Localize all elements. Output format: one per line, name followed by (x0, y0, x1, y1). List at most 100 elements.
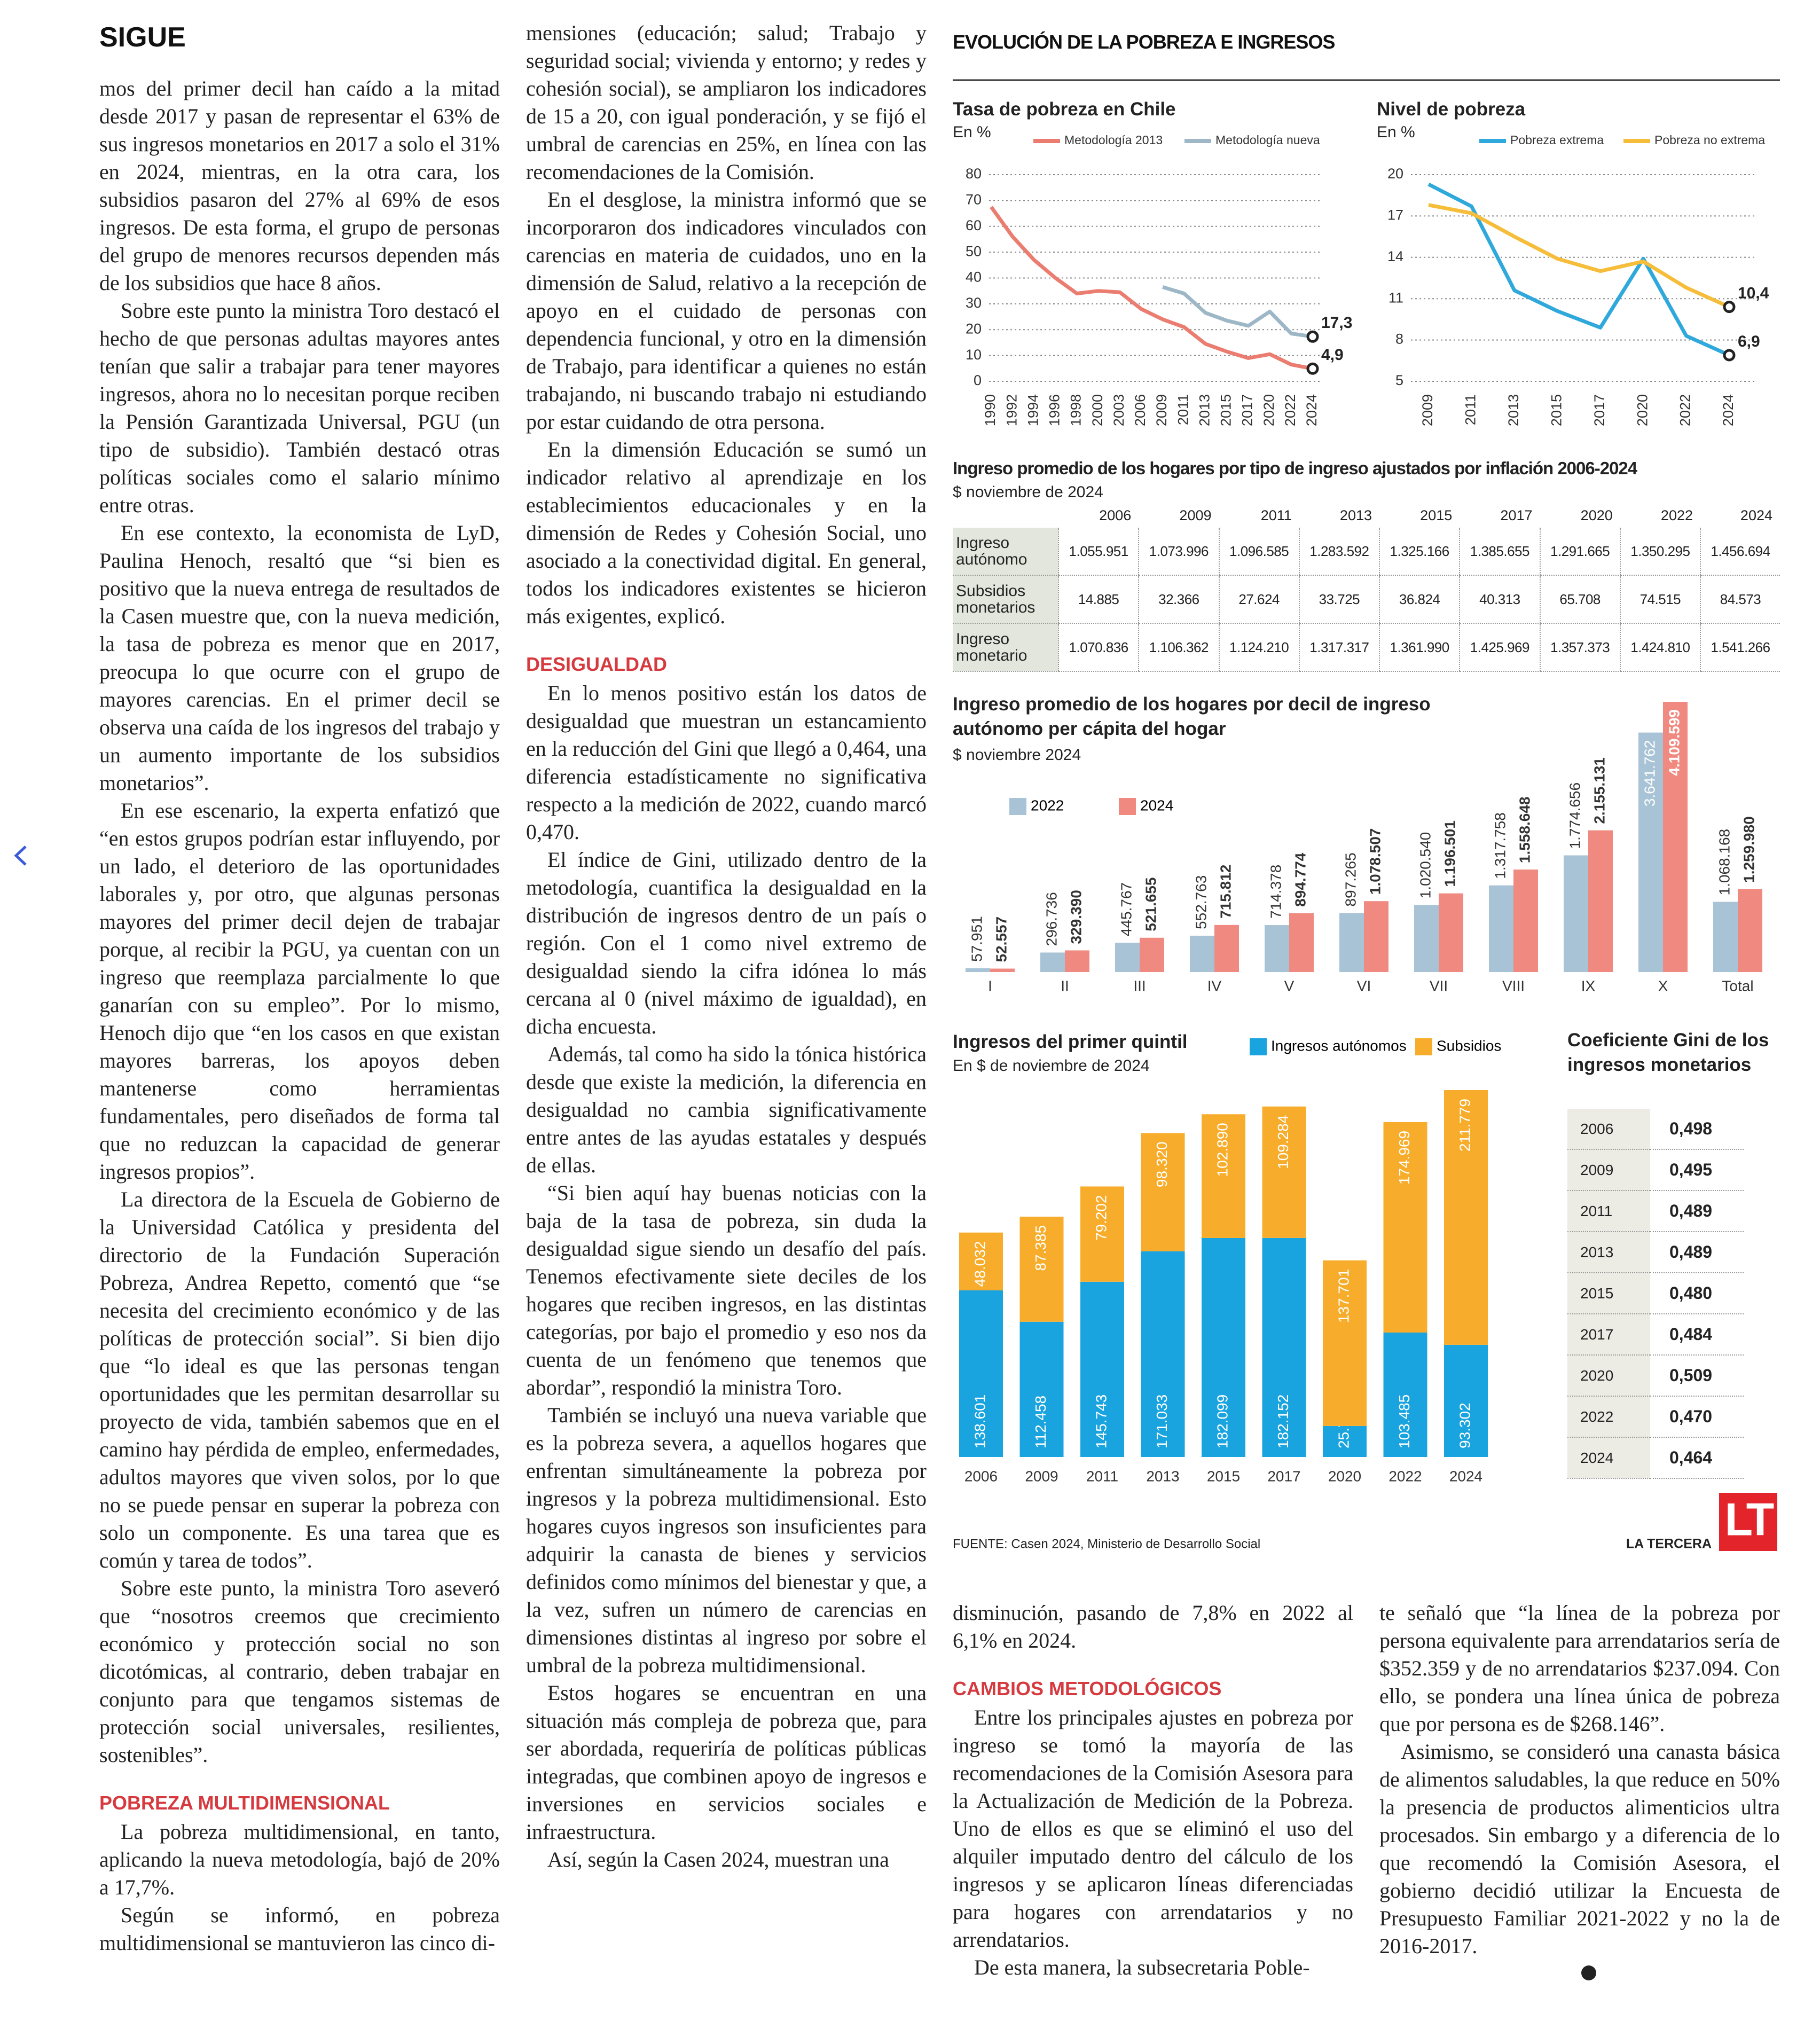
data-label: 521.655 (1142, 878, 1159, 931)
year-cell: 2024 (1567, 1437, 1650, 1479)
bar-segment (1019, 1321, 1064, 1457)
legend-swatch (1009, 798, 1026, 815)
data-label: 1.196.501 (1441, 820, 1458, 887)
gini-cell: 0,489 (1650, 1190, 1744, 1232)
table-row: 2022 0,470 (1567, 1396, 1744, 1438)
data-label: 1.317.758 (1492, 812, 1508, 879)
y-tick-label: 0 (974, 372, 982, 388)
x-tick-label: VIII (1502, 977, 1525, 994)
table-row: Ingreso monetario 1.070.836 1.106.362 1.124… (953, 623, 1780, 672)
bar (1414, 905, 1439, 972)
bar-segment (1202, 1237, 1245, 1457)
point-marker (1723, 349, 1736, 362)
table-row: 2013 0,489 (1567, 1232, 1744, 1273)
paragraph: te señaló que “la línea de la pobreza po… (1379, 1601, 1780, 1736)
x-tick-label: 1990 (982, 394, 998, 426)
y-tick-label: 10 (966, 347, 982, 363)
line-series (1428, 203, 1730, 309)
x-tick-label: 2022 (1282, 394, 1298, 426)
bar (1065, 950, 1089, 972)
paragraph: disminución, pasando de 7,8% en 2022 al … (953, 1601, 1353, 1652)
table-row: 2006 0,498 (1567, 1109, 1744, 1150)
column-header: 2022 (1660, 507, 1693, 523)
data-label: 894.774 (1292, 852, 1308, 907)
x-tick-label: 2017 (1240, 394, 1256, 426)
data-label: 4,9 (1321, 346, 1344, 364)
year-cell: 2006 (1567, 1109, 1650, 1150)
line-series (990, 206, 1313, 371)
y-tick-label: 50 (966, 243, 982, 259)
x-tick-label: 2024 (1449, 1468, 1482, 1484)
x-tick-label: 2013 (1146, 1468, 1179, 1484)
x-tick-label: 2000 (1089, 394, 1105, 426)
bar-segment (959, 1290, 1003, 1457)
paragraph: Además, tal como ha sido la tónica histó… (526, 1042, 927, 1177)
chart-subtitle: En % (1377, 123, 1415, 141)
legend-swatch (1119, 798, 1136, 815)
table-cell: 1.424.810 (1619, 623, 1700, 672)
bar-segment (1323, 1425, 1367, 1457)
x-tick-label: 2006 (964, 1468, 998, 1484)
data-label: 182.152 (1275, 1395, 1291, 1448)
data-label: 1.020.540 (1417, 832, 1433, 899)
table-title: Ingreso promedio de los hogares por tipo… (953, 458, 1637, 478)
x-tick-label: 2024 (1720, 394, 1736, 426)
data-label: 48.032 (971, 1241, 988, 1287)
table-cell: 27.624 (1218, 575, 1299, 624)
gini-table: 2006 0,498 2009 0,495 2011 0,489 2013 0,489 2015… (1567, 1109, 1744, 1479)
data-label: 103.485 (1396, 1395, 1413, 1448)
paragraph: mensiones (educación; salud; Trabajo y s… (526, 21, 927, 184)
x-tick-label: 2017 (1267, 1468, 1300, 1484)
x-tick-label: 2009 (1154, 394, 1170, 426)
table-cell: 33.725 (1298, 575, 1379, 624)
bar (1663, 702, 1688, 972)
logo: LT (1725, 1494, 1774, 1546)
legend-swatch (1250, 1038, 1267, 1055)
year-cell: 2009 (1567, 1149, 1650, 1191)
data-label: 102.890 (1214, 1123, 1230, 1177)
bar-segment (1262, 1237, 1306, 1457)
legend-label: Metodología 2013 (1064, 133, 1163, 147)
table-cell: 1.425.969 (1459, 623, 1540, 672)
table-cell: 1.541.266 (1700, 623, 1780, 672)
bar-segment (1141, 1251, 1185, 1457)
bar-segment (1019, 1216, 1064, 1322)
year-cell: 2015 (1567, 1273, 1650, 1314)
x-tick-label: 2020 (1261, 394, 1277, 426)
text-column: mos del primer decil han caído a la mita… (99, 75, 500, 1957)
table-cell: 1.291.665 (1539, 528, 1620, 576)
table-cell: 1.325.166 (1378, 528, 1460, 576)
x-tick-label: 2020 (1328, 1468, 1361, 1484)
data-label: 715.812 (1217, 865, 1234, 919)
data-label: 2.155.131 (1591, 757, 1607, 824)
y-tick-label: 40 (966, 269, 982, 285)
data-label: 6,9 (1738, 333, 1760, 350)
data-label: 174.969 (1396, 1131, 1413, 1185)
table-row: 2020 0,509 (1567, 1355, 1744, 1397)
data-label: 182.099 (1214, 1395, 1230, 1448)
legend-label: 2024 (1140, 797, 1173, 813)
back-arrow[interactable] (14, 845, 27, 866)
x-tick-label: 2020 (1634, 394, 1650, 426)
data-label: 1.558.648 (1516, 797, 1533, 864)
paragraph: La directora de la Escuela de Gobierno d… (99, 1187, 500, 1572)
y-tick-label: 5 (1395, 372, 1403, 388)
paragraph: Así, según la Casen 2024, muestran una (547, 1847, 889, 1871)
bar-segment (1383, 1122, 1427, 1333)
table-cell: 1.385.655 (1459, 528, 1540, 576)
y-tick-label: 70 (966, 192, 982, 208)
chart-title: Ingresos del primer quintil (953, 1031, 1188, 1052)
paragraph: También se incluyó una nueva variable qu… (526, 1403, 927, 1677)
bar-segment (1383, 1332, 1427, 1457)
bar (966, 968, 990, 972)
legend-label: 2022 (1031, 797, 1064, 813)
table-cell: 1.456.694 (1700, 528, 1780, 576)
data-label: 1.078.507 (1367, 828, 1383, 895)
chart-subtitle: En % (953, 123, 991, 141)
x-tick-label: 2009 (1025, 1468, 1058, 1484)
column-header: 2015 (1420, 507, 1453, 523)
text-column: disminución, pasando de 7,8% en 2022 al … (953, 1599, 1353, 1981)
bar (1289, 913, 1314, 972)
line-series (1162, 285, 1313, 339)
